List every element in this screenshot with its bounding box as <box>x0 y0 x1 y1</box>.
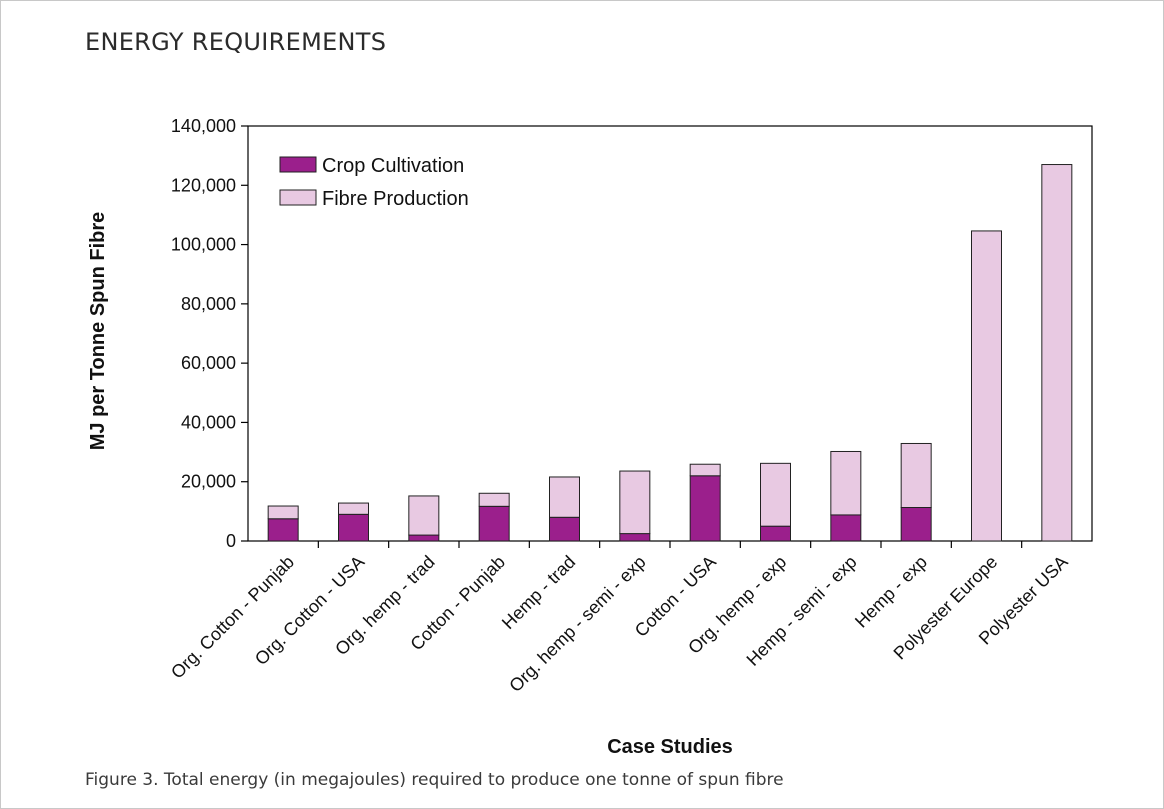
bar-crop-cultivation <box>267 518 299 542</box>
x-axis-title: Case Studies <box>607 736 733 758</box>
legend-swatch <box>279 156 317 173</box>
y-tick-label: 60,000 <box>181 353 236 373</box>
bar-crop-cultivation <box>478 505 510 542</box>
axes <box>247 125 1093 548</box>
bar-fibre-production <box>478 492 510 507</box>
legend: Crop Cultivation Fibre Production <box>279 155 469 210</box>
x-tick-label: Org. Cotton - Punjab <box>167 552 298 683</box>
bar-fibre-production <box>1041 164 1073 542</box>
y-tick-label: 80,000 <box>181 294 236 314</box>
figure-caption: Figure 3. Total energy (in megajoules) r… <box>85 770 784 790</box>
bar-crop-cultivation <box>619 533 651 542</box>
bar-fibre-production <box>971 230 1002 542</box>
y-ticks: 0 20,000 40,000 60,000 80,000 100,000 120,000 1… <box>171 116 248 551</box>
y-axis-title: MJ per Tonne Spun Fibre <box>87 212 109 451</box>
bar-fibre-production <box>408 495 440 536</box>
x-tick-label: Org. hemp - semi - exp <box>505 552 649 696</box>
page-title: ENERGY REQUIREMENTS <box>85 28 387 56</box>
bar-fibre-production <box>267 505 299 520</box>
bar-fibre-production <box>619 470 651 535</box>
legend-swatch <box>279 189 317 206</box>
y-tick-label: 20,000 <box>181 472 236 492</box>
bar-crop-cultivation <box>689 475 721 542</box>
bar-crop-cultivation <box>830 514 862 542</box>
y-tick-label: 120,000 <box>171 175 236 195</box>
bar-crop-cultivation <box>549 516 580 542</box>
bar-fibre-production <box>689 463 721 477</box>
bar-fibre-production <box>830 450 862 516</box>
y-tick-label: 40,000 <box>181 412 236 432</box>
bar-crop-cultivation <box>338 513 369 542</box>
bar-fibre-production <box>760 462 791 527</box>
y-tick-label: 0 <box>226 531 236 551</box>
bar-crop-cultivation <box>900 507 932 542</box>
y-tick-label: 140,000 <box>171 116 236 136</box>
bar-fibre-production <box>549 476 580 518</box>
bars <box>267 164 1073 542</box>
legend-label: Crop Cultivation <box>322 155 464 177</box>
y-tick-label: 100,000 <box>171 235 236 255</box>
bar-fibre-production <box>900 442 932 509</box>
bar-crop-cultivation <box>408 534 440 542</box>
bar-crop-cultivation <box>760 525 791 542</box>
bar-fibre-production <box>338 502 369 515</box>
legend-label: Fibre Production <box>322 188 469 210</box>
